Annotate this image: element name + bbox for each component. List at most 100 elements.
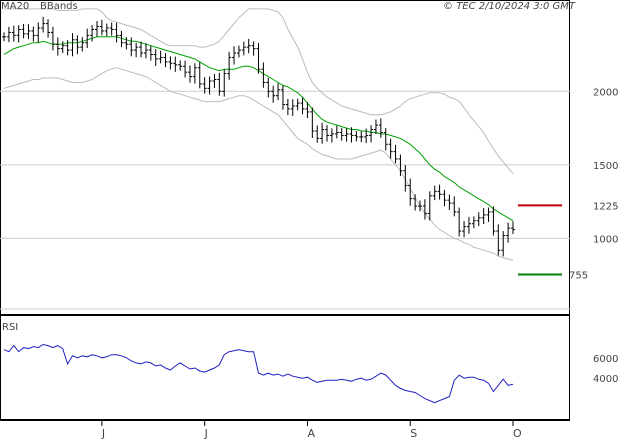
rsi-polyline	[3, 343, 514, 404]
price-bar	[383, 128, 388, 151]
price-bar	[212, 73, 217, 89]
price-bar	[222, 69, 227, 97]
price-bar	[104, 23, 109, 37]
price-bar	[75, 35, 80, 55]
price-bar	[70, 33, 75, 57]
price-bar	[119, 30, 124, 48]
price-bar	[261, 62, 266, 88]
price-bar	[217, 72, 222, 96]
bb-upper-line	[4, 8, 514, 175]
price-bar	[466, 216, 471, 234]
price-bar	[310, 107, 315, 139]
price-bar	[21, 23, 26, 39]
price-bar	[148, 45, 153, 61]
price-bar	[432, 185, 437, 201]
price-bar	[26, 24, 31, 40]
price-bar	[398, 154, 403, 177]
price-bar	[6, 26, 11, 43]
bb-lower-line	[3, 67, 514, 261]
price-bar	[339, 128, 344, 141]
price-bar	[36, 22, 41, 43]
price-bar	[364, 128, 369, 144]
price-bar	[403, 165, 408, 192]
price-bar	[349, 127, 354, 143]
price-bar	[491, 206, 496, 236]
rsi-panel-title: RSI	[2, 322, 18, 333]
x-tick-label: S	[410, 427, 417, 440]
rsi-panel-frame	[0, 315, 570, 420]
price-bar	[50, 26, 55, 51]
price-bar	[99, 19, 104, 36]
price-bar	[280, 85, 285, 110]
price-bar	[114, 22, 119, 43]
price-bar	[251, 41, 256, 56]
price-bar	[422, 199, 427, 220]
price-bar	[285, 98, 290, 116]
price-gridlines	[0, 90, 570, 310]
price-bar	[271, 85, 276, 103]
x-tick-label: A	[307, 427, 315, 440]
price-bar	[246, 38, 251, 54]
price-bar	[192, 63, 197, 84]
price-bar	[359, 131, 364, 143]
price-bar	[427, 191, 432, 221]
price-panel-frame	[0, 0, 570, 315]
price-bar	[320, 122, 325, 144]
x-tick-label: J	[204, 427, 208, 440]
price-bar	[94, 20, 99, 37]
rsi-line	[3, 343, 514, 404]
price-bar	[442, 189, 447, 207]
price-bar	[325, 125, 330, 142]
price-y-tick-label: 1500	[593, 161, 618, 172]
price-bar	[329, 128, 334, 143]
price-bar	[471, 216, 476, 229]
bbands-legend-label: BBands	[40, 1, 78, 12]
price-bar	[506, 222, 511, 243]
price-bar	[290, 99, 295, 117]
price-bar	[65, 40, 70, 56]
price-bar	[481, 208, 486, 225]
price-bar	[511, 221, 515, 235]
price-bar	[354, 131, 359, 142]
price-bar	[236, 45, 241, 58]
price-bar	[413, 194, 418, 211]
ma-legend-label: MA20	[1, 1, 29, 12]
price-bars	[2, 16, 515, 257]
price-bar	[207, 76, 212, 95]
price-bar	[55, 37, 60, 56]
price-bar	[393, 144, 398, 164]
price-bar	[276, 83, 281, 101]
price-bar	[85, 28, 90, 49]
price-bar	[153, 48, 158, 66]
price-bar	[163, 53, 168, 68]
price-bar	[168, 56, 173, 70]
price-bar	[373, 119, 378, 134]
price-bar	[486, 207, 491, 222]
price-bar	[437, 184, 442, 200]
price-bar	[501, 231, 506, 257]
price-bar	[178, 60, 183, 71]
price-bar	[187, 65, 192, 83]
price-bar	[11, 25, 16, 42]
price-bar	[197, 62, 202, 89]
support-level-label: 755	[569, 270, 588, 281]
rsi-y-tick-label: 4000	[593, 374, 618, 385]
price-bar	[90, 25, 95, 42]
price-bar	[447, 194, 452, 211]
x-tick-label: O	[513, 427, 522, 440]
price-bar	[46, 19, 51, 38]
price-bar	[388, 138, 393, 159]
price-bar	[305, 102, 310, 119]
price-bar	[16, 25, 21, 43]
axis-ticks: 2000 1500 1000 6000 4000 J J A S O	[101, 87, 619, 440]
price-bar	[476, 212, 481, 227]
resistance-level-label: 1225	[593, 201, 618, 212]
price-bar	[369, 125, 374, 143]
price-bar	[418, 200, 423, 212]
price-bar	[80, 37, 85, 52]
bollinger-bands	[3, 8, 514, 261]
price-bar	[241, 41, 246, 56]
price-bar	[60, 41, 65, 54]
price-bar	[143, 43, 148, 59]
